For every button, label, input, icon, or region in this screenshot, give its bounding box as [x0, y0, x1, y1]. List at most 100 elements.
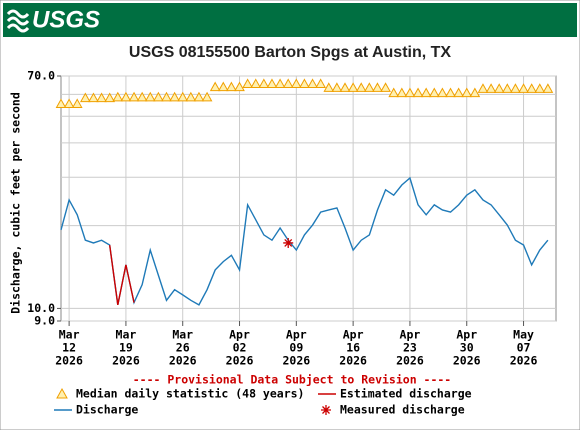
median-marker — [104, 92, 116, 103]
x-tick-label: Apr — [343, 328, 364, 342]
median-marker — [518, 83, 529, 93]
median-marker — [250, 78, 262, 89]
median-marker — [307, 78, 318, 89]
median-marker — [380, 82, 391, 92]
x-tick-label: 12 — [62, 341, 76, 355]
legend-item: Discharge — [54, 403, 138, 417]
median-marker — [274, 78, 286, 89]
x-tick-label: 16 — [346, 341, 360, 355]
series-line — [108, 244, 135, 306]
legend-item: Median daily statistic (48 years) — [56, 387, 304, 401]
median-marker — [55, 98, 67, 109]
x-tick-label: Mar — [116, 328, 137, 342]
median-marker — [461, 87, 473, 98]
median-marker — [258, 78, 270, 89]
y-tick-label: 10.0 — [27, 301, 55, 315]
median-marker — [144, 91, 156, 102]
provisional-note: ---- Provisional Data Subject to Revisio… — [133, 373, 452, 387]
median-marker — [428, 87, 440, 98]
legend-symbol — [321, 405, 331, 415]
logo: USGS — [32, 6, 100, 33]
median-marker — [388, 87, 400, 98]
x-tick-label: Apr — [286, 328, 307, 342]
median-marker — [88, 92, 99, 103]
median-marker — [501, 83, 513, 93]
median-marker — [420, 87, 432, 98]
median-marker — [437, 87, 448, 98]
header-bar — [3, 3, 577, 37]
median-marker — [331, 82, 343, 92]
legend-label: Median daily statistic (48 years) — [76, 387, 304, 401]
median-marker — [299, 78, 310, 89]
legend-item: Estimated discharge — [318, 387, 472, 401]
median-marker — [469, 87, 481, 98]
median-marker — [209, 81, 221, 92]
median-marker — [234, 81, 245, 92]
median-marker — [161, 91, 172, 102]
median-marker — [242, 78, 253, 89]
x-tick-label: 26 — [176, 341, 190, 355]
median-marker — [96, 92, 107, 103]
legend-label: Estimated discharge — [340, 387, 472, 401]
x-tick-label: 2026 — [339, 354, 367, 368]
legend-item: Measured discharge — [321, 403, 465, 417]
x-tick-label: 2026 — [55, 354, 83, 368]
y-tick-label: 70.0 — [27, 69, 55, 83]
median-marker — [510, 83, 521, 93]
y-tick-label: 9.0 — [34, 314, 55, 328]
median-marker — [347, 82, 359, 92]
chart-title: USGS 08155500 Barton Spgs at Austin, TX — [129, 44, 452, 61]
median-marker — [282, 78, 294, 89]
x-tick-label: Mar — [59, 328, 80, 342]
legend-label: Measured discharge — [340, 403, 465, 417]
x-tick-label: Mar — [172, 328, 193, 342]
median-marker — [477, 83, 489, 93]
legend-symbol — [56, 387, 68, 399]
median-marker — [169, 91, 180, 102]
median-marker — [526, 83, 538, 93]
median-marker — [177, 91, 189, 102]
median-marker — [534, 83, 546, 93]
x-tick-label: May — [513, 328, 534, 342]
median-marker — [266, 78, 278, 89]
logo-waves — [6, 9, 30, 33]
x-tick-label: 2026 — [282, 354, 310, 368]
median-marker — [485, 83, 497, 93]
x-tick-label: 2026 — [453, 354, 481, 368]
median-marker — [315, 78, 327, 89]
median-marker — [364, 82, 375, 92]
x-tick-label: 02 — [233, 341, 247, 355]
median-marker — [453, 87, 464, 98]
median-marker — [79, 92, 91, 103]
legend-label: Discharge — [76, 403, 138, 417]
median-marker — [193, 91, 205, 102]
median-marker — [372, 82, 383, 92]
median-marker — [323, 82, 335, 92]
median-marker — [493, 83, 505, 93]
x-tick-label: Apr — [229, 328, 250, 342]
median-marker — [290, 78, 302, 89]
median-marker — [396, 87, 408, 98]
median-marker — [185, 91, 197, 102]
x-tick-label: 09 — [289, 341, 303, 355]
x-tick-label: 19 — [119, 341, 133, 355]
x-tick-label: 07 — [517, 341, 531, 355]
median-marker — [339, 82, 351, 92]
x-tick-label: Apr — [456, 328, 477, 342]
x-tick-label: 2026 — [226, 354, 254, 368]
median-marker — [63, 98, 75, 109]
median-marker — [542, 83, 554, 93]
x-tick-label: 2026 — [112, 354, 140, 368]
median-marker — [201, 91, 213, 102]
median-marker — [445, 87, 456, 98]
x-tick-label: 2026 — [169, 354, 197, 368]
median-marker — [120, 91, 132, 102]
median-marker — [226, 81, 237, 92]
x-tick-label: 23 — [403, 341, 417, 355]
x-tick-label: 2026 — [396, 354, 424, 368]
median-marker — [412, 87, 424, 98]
median-marker — [128, 91, 140, 102]
median-marker — [153, 91, 164, 102]
x-tick-label: Apr — [400, 328, 421, 342]
